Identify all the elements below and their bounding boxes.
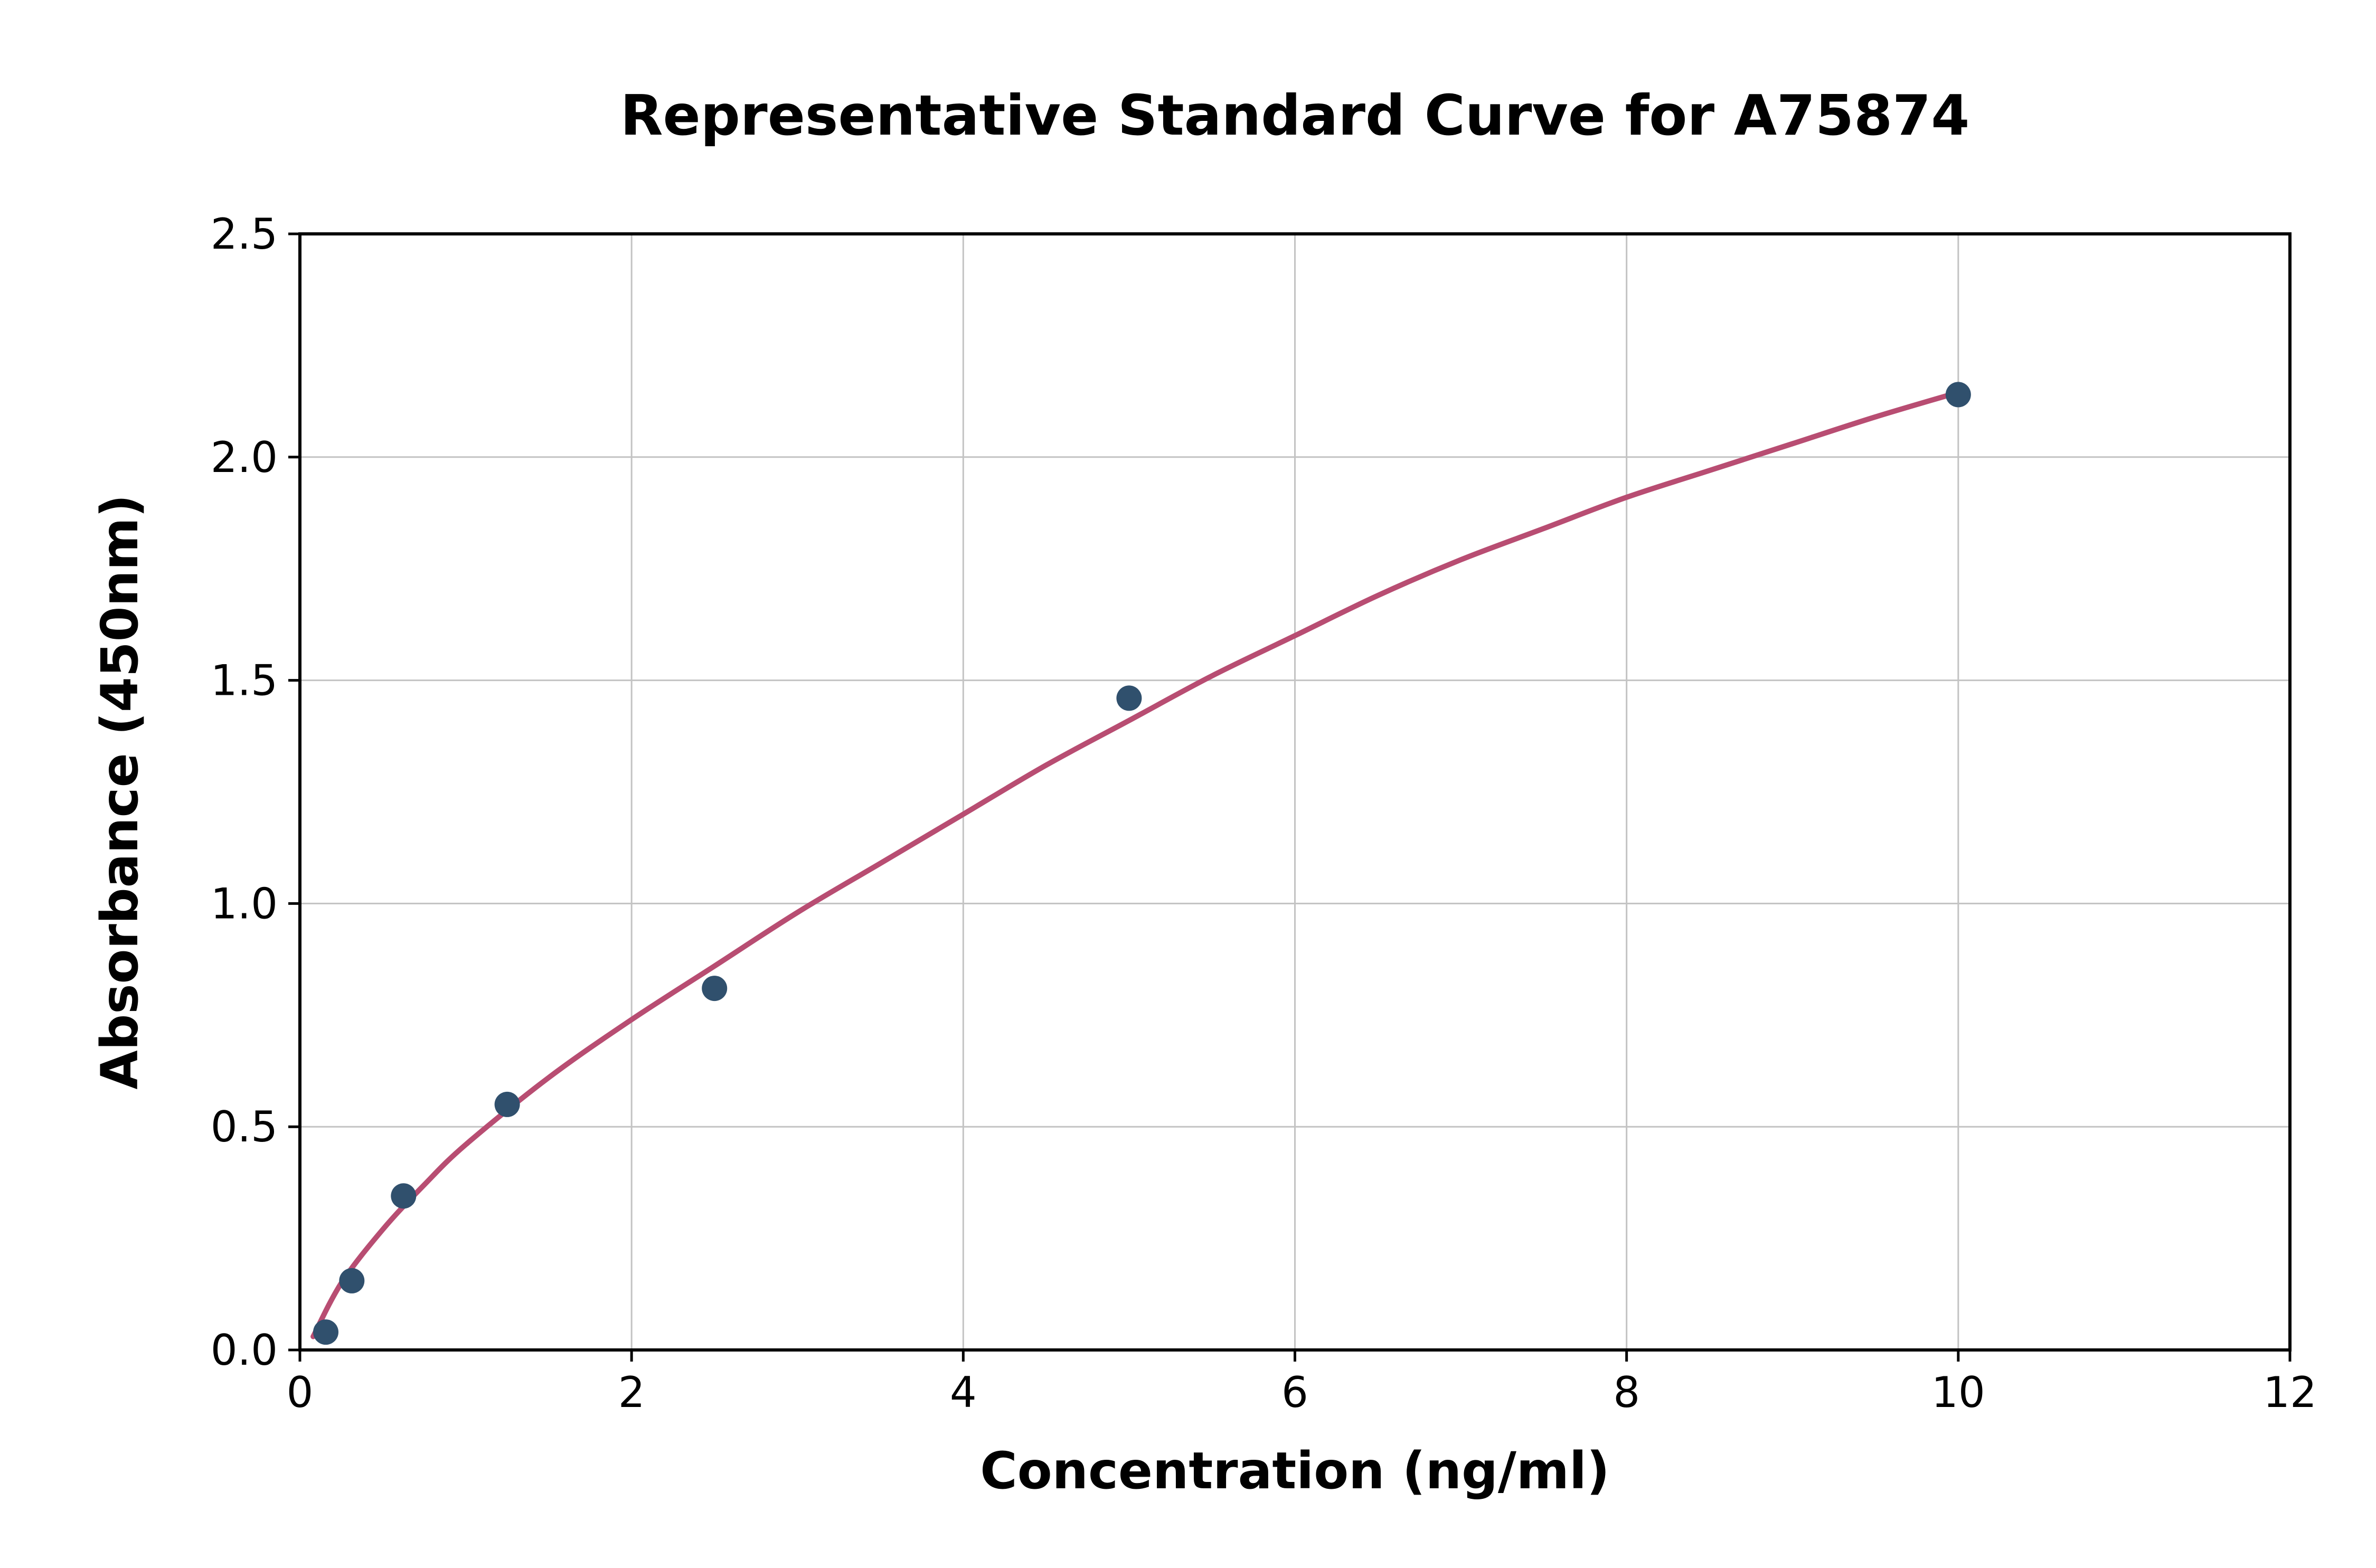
x-tick-label: 8 xyxy=(1613,1368,1640,1417)
x-tick-label: 2 xyxy=(618,1368,645,1417)
y-tick-label: 2.0 xyxy=(211,433,278,482)
y-tick-label: 1.5 xyxy=(211,656,278,705)
y-tick-label: 1.0 xyxy=(211,879,278,928)
x-axis-label: Concentration (ng/ml) xyxy=(980,1441,1610,1500)
y-tick-label: 0.5 xyxy=(211,1102,278,1151)
y-tick-label: 2.5 xyxy=(211,210,278,259)
x-tick-label: 6 xyxy=(1281,1368,1308,1417)
y-tick-label: 0.0 xyxy=(211,1326,278,1375)
x-tick-label: 4 xyxy=(950,1368,977,1417)
data-point xyxy=(1945,382,1971,408)
x-tick-label: 0 xyxy=(287,1368,314,1417)
x-tick-label: 12 xyxy=(2263,1368,2317,1417)
x-tick-label: 10 xyxy=(1931,1368,1985,1417)
chart-title: Representative Standard Curve for A75874 xyxy=(620,83,1970,148)
data-point xyxy=(339,1268,365,1293)
data-point xyxy=(391,1183,417,1209)
data-point xyxy=(702,976,728,1002)
data-point xyxy=(313,1319,338,1345)
data-point xyxy=(1116,685,1142,711)
plot-frame xyxy=(298,232,2292,1352)
data-point xyxy=(494,1091,520,1117)
fitted-curve xyxy=(310,390,1961,1339)
